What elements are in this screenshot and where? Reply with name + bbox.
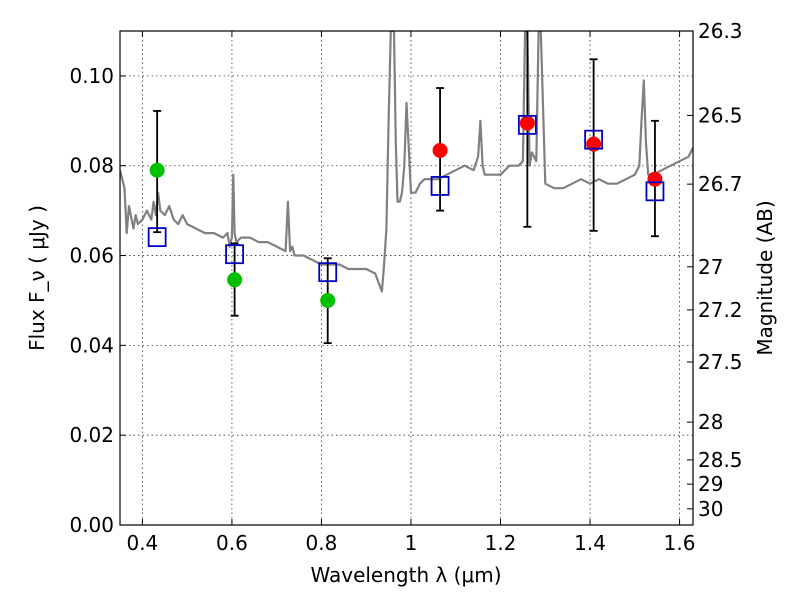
y2-axis-label: Magnitude (AB): [753, 200, 777, 355]
x-tick-label: 0.8: [306, 531, 338, 555]
y2-tick-label: 27.5: [698, 350, 743, 374]
model-photometry-square: [225, 244, 245, 265]
spectrum-line: [120, 31, 693, 293]
model-photometry-square: [147, 227, 167, 248]
model-photometry-square: [430, 176, 450, 196]
model-photometry-square: [318, 262, 338, 283]
y-tick-label: 0.08: [69, 154, 114, 178]
model-spectrum: [120, 31, 693, 293]
y2-tick-label: 28: [698, 410, 723, 434]
y-tick-label: 0.10: [69, 64, 114, 88]
observed-point-green: [227, 272, 243, 288]
observed-point-red: [432, 142, 448, 158]
y2-tick-label: 27.2: [698, 298, 743, 322]
plot-frame: [119, 30, 694, 526]
y2-tick-label: 27: [698, 255, 723, 279]
model-photometry-square: [584, 129, 604, 150]
y-axis-label: Flux F_ν ( μJy ): [25, 205, 49, 351]
data-points: [147, 114, 665, 308]
x-tick-label: 1.6: [664, 531, 696, 555]
y2-tick-label: 26.7: [698, 172, 743, 196]
y2-tick-label: 28.5: [698, 448, 743, 472]
x-tick-label: 0.6: [216, 531, 248, 555]
y-tick-label: 0.00: [69, 513, 114, 537]
x-axis-label: Wavelength λ (μm): [310, 563, 501, 587]
y2-tick-label: 26.5: [698, 103, 743, 127]
model-photometry-square: [517, 114, 537, 135]
y-tick-label: 0.06: [69, 244, 114, 268]
observed-point-green: [149, 162, 165, 178]
y-tick-label: 0.04: [69, 333, 114, 357]
x-tick-label: 1.4: [574, 531, 606, 555]
y2-tick-label: 29: [698, 472, 723, 496]
x-tick-label: 1.2: [485, 531, 517, 555]
observed-point-red: [519, 115, 535, 131]
observed-point-red: [647, 171, 663, 187]
grid-lines: [120, 31, 693, 525]
x-tick-label: 0.4: [126, 531, 158, 555]
observed-point-green: [320, 292, 336, 308]
axis-ticks: 0.4 0.6 0.8 1 1.2 1.4 1.6 0.00 0.02 0.04 0.06 0.08 0…: [69, 19, 742, 555]
model-photometry-square: [645, 181, 665, 202]
x-tick-label: 1: [405, 531, 418, 555]
y2-tick-label: 26.3: [698, 19, 743, 43]
y2-tick-label: 30: [698, 497, 723, 521]
y-tick-label: 0.02: [69, 423, 114, 447]
